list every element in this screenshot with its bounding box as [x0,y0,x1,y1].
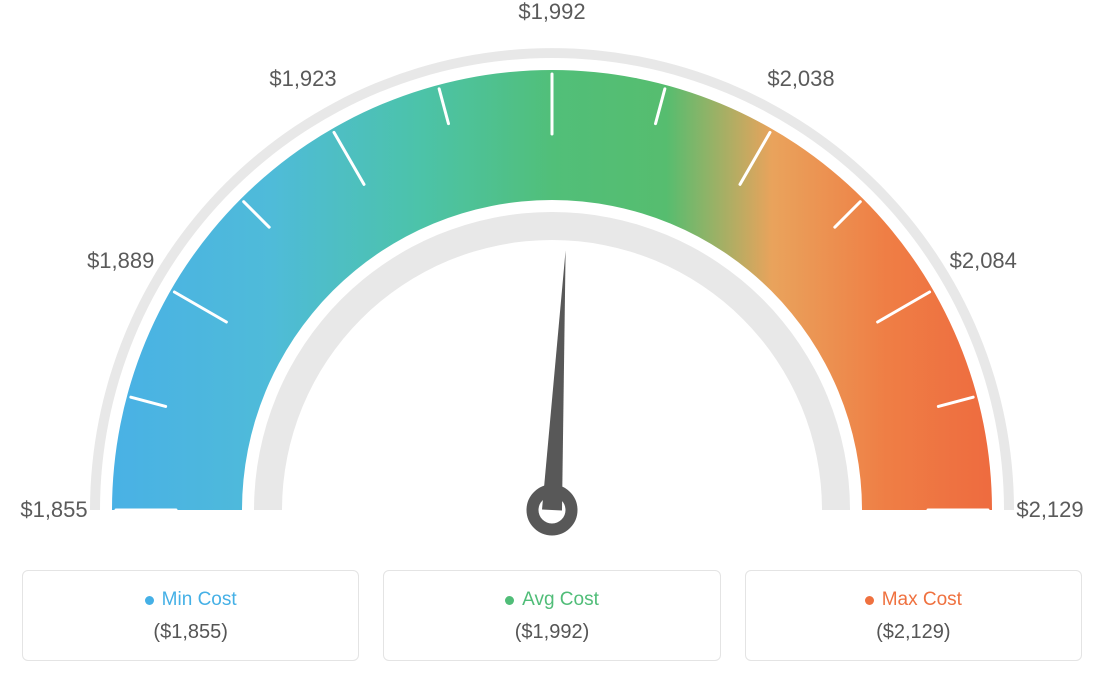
gauge-svg [22,20,1082,560]
gauge-tick-label: $2,084 [950,248,1017,274]
gauge-tick-label: $1,855 [20,497,87,523]
gauge-tick-label: $2,129 [1016,497,1083,523]
legend-card-avg: Avg Cost ($1,992) [383,570,720,661]
gauge-tick-label: $1,889 [87,248,154,274]
legend-value-max: ($2,129) [756,621,1071,644]
legend-title-min: Min Cost [162,589,237,611]
legend-row: Min Cost ($1,855) Avg Cost ($1,992) Max … [22,570,1082,661]
legend-title-max: Max Cost [882,589,962,611]
gauge-chart: $1,855$1,889$1,923$1,992$2,038$2,084$2,1… [22,20,1082,560]
legend-dot-max [865,596,874,605]
legend-dot-avg [505,596,514,605]
legend-title-avg: Avg Cost [522,589,599,611]
gauge-tick-label: $1,992 [518,0,585,25]
legend-value-avg: ($1,992) [394,621,709,644]
gauge-tick-label: $1,923 [269,66,336,92]
gauge-tick-label: $2,038 [767,66,834,92]
legend-card-max: Max Cost ($2,129) [745,570,1082,661]
legend-value-min: ($1,855) [33,621,348,644]
legend-dot-min [145,596,154,605]
legend-card-min: Min Cost ($1,855) [22,570,359,661]
